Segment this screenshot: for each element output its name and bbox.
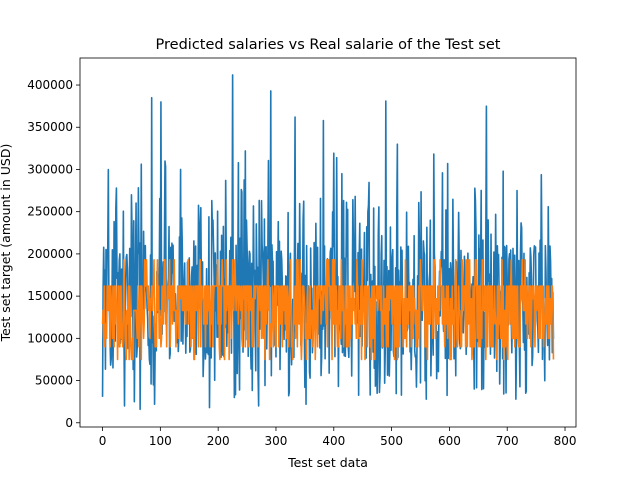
chart-title: Predicted salaries vs Real salarie of th…: [156, 37, 501, 53]
x-tick-label: 800: [554, 434, 577, 448]
x-tick-label: 600: [438, 434, 461, 448]
x-tick-label: 300: [265, 434, 288, 448]
x-axis-label: Test set data: [287, 455, 368, 470]
x-tick-label: 500: [380, 434, 403, 448]
plot-frame: [79, 57, 577, 428]
predicted-salary-line: [101, 259, 555, 361]
x-tick-label: 700: [496, 434, 519, 448]
y-tick-label: 150000: [27, 289, 73, 303]
y-tick-label: 100000: [27, 331, 73, 345]
x-axis: 0 100 200 300 400 500 600 700 800: [99, 427, 577, 448]
x-tick-label: 0: [99, 434, 107, 448]
y-tick-label: 300000: [27, 162, 73, 176]
plot-lines: [101, 74, 555, 411]
y-axis: 0 50000 100000 150000 200000 250000 300000 3500…: [27, 78, 80, 430]
x-tick-label: 100: [149, 434, 172, 448]
y-tick-label: 400000: [27, 78, 73, 92]
x-tick-label: 200: [207, 434, 230, 448]
y-tick-label: 0: [65, 416, 73, 430]
y-axis-label: Test set target (amount in USD): [0, 144, 13, 343]
y-tick-label: 350000: [27, 120, 73, 134]
y-tick-label: 200000: [27, 247, 73, 261]
y-tick-label: 250000: [27, 205, 73, 219]
y-tick-label: 50000: [35, 374, 73, 388]
x-tick-label: 400: [322, 434, 345, 448]
